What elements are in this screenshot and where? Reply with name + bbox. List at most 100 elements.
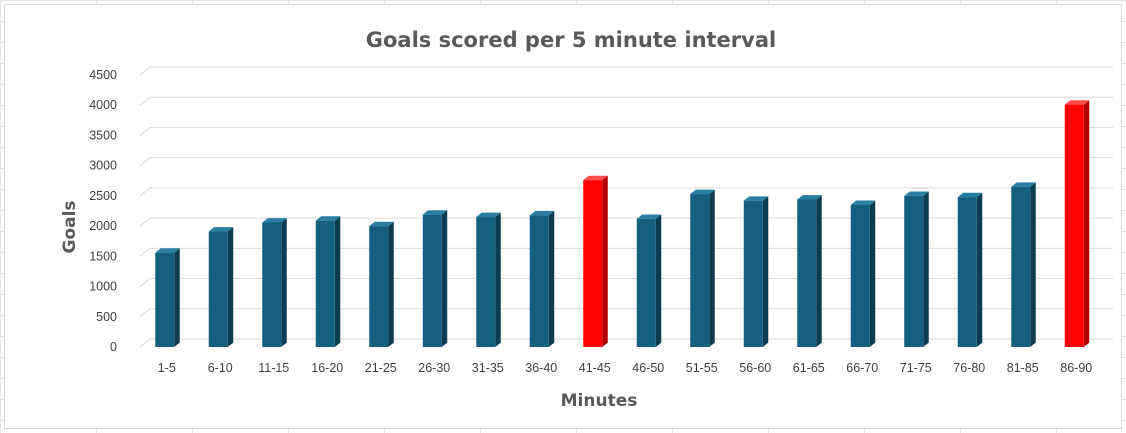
bar[interactable] (957, 192, 983, 347)
y-tick-label: 2500 (89, 189, 117, 203)
x-tick-label: 1-5 (158, 361, 176, 375)
bar-top (690, 189, 715, 195)
y-axis-title: Goals (60, 200, 80, 253)
x-tick-label: 31-35 (472, 361, 504, 375)
x-tick-label: 36-40 (525, 361, 557, 375)
bar-side (976, 192, 983, 347)
bar-front (422, 214, 442, 347)
x-tick-label: 6-10 (208, 361, 233, 375)
y-axis-tick-labels: 0 500 1000 1500 2000 2500 3000 3500 4000 4500 (89, 68, 117, 354)
y-tick-label: 0 (110, 340, 117, 354)
bar-front (904, 195, 924, 347)
bar-top (797, 195, 822, 200)
x-tick-label: 86-90 (1060, 361, 1092, 375)
gridlines (139, 66, 1113, 348)
y-tick-label: 500 (96, 310, 117, 324)
bar[interactable] (850, 200, 876, 347)
bar-side (334, 216, 341, 347)
bar-top (155, 248, 180, 253)
bar[interactable] (1011, 182, 1036, 347)
y-tick-label: 4500 (89, 68, 117, 82)
x-tick-label: 46-50 (632, 361, 664, 375)
bar[interactable] (155, 248, 180, 347)
x-tick-label: 61-65 (793, 361, 825, 375)
bar-top (850, 200, 876, 205)
bar-top (476, 212, 501, 218)
bar-side (548, 210, 555, 347)
bar[interactable] (1064, 100, 1090, 348)
x-tick-label: 51-55 (686, 361, 718, 375)
bar-side (923, 191, 929, 347)
bar-side (281, 218, 287, 347)
bar[interactable] (904, 191, 929, 347)
bar-front (1064, 104, 1084, 348)
gridline (139, 66, 1113, 76)
x-tick-label: 21-25 (365, 361, 397, 375)
bar[interactable] (262, 218, 287, 347)
bar[interactable] (422, 210, 448, 347)
x-tick-label: 11-15 (258, 361, 289, 375)
bar-top (636, 214, 662, 219)
bar[interactable] (476, 212, 501, 347)
bar-top (529, 210, 555, 216)
bar-top (904, 191, 929, 196)
bar-side (816, 195, 822, 347)
x-tick-label: 26-30 (418, 361, 450, 375)
x-tick-label: 66-70 (846, 361, 878, 375)
gridline (139, 247, 1113, 257)
bar[interactable] (208, 227, 234, 347)
bar-front (155, 252, 175, 347)
bar-side (495, 212, 501, 347)
bar-side (762, 196, 769, 347)
bar-top (1064, 100, 1090, 105)
bar[interactable] (797, 195, 822, 347)
bar-front (957, 197, 977, 347)
bar-front (529, 215, 549, 347)
gridline (139, 157, 1113, 167)
bar-top (422, 210, 448, 215)
bar-front (476, 217, 496, 347)
bar-top (583, 175, 608, 181)
chart-canvas: Goals scored per 5 minute interval 0 500 1… (60, 28, 1113, 411)
bar-side (869, 200, 876, 347)
bar-side (1030, 182, 1036, 347)
x-axis-title: Minutes (561, 391, 638, 411)
bar-top (315, 216, 341, 221)
bar-front (1011, 186, 1031, 347)
x-tick-label: 56-60 (739, 361, 771, 375)
bar[interactable] (743, 196, 769, 347)
bar-side (388, 221, 394, 347)
bar-front (636, 218, 656, 347)
bar-side (227, 227, 234, 347)
x-tick-label: 16-20 (311, 361, 343, 375)
x-axis-tick-labels: 1-5 6-10 11-15 16-20 21-25 26-30 31-35 36-40 41-… (158, 361, 1093, 375)
chart-title: Goals scored per 5 minute interval (366, 28, 776, 52)
y-tick-label: 1500 (89, 249, 117, 263)
bar[interactable] (690, 189, 715, 347)
bar-side (709, 189, 715, 347)
x-tick-label: 81-85 (1007, 361, 1039, 375)
bar-front (208, 231, 228, 347)
bar-top (208, 227, 234, 232)
gridline (139, 217, 1113, 227)
bar-front (369, 226, 389, 347)
bar[interactable] (636, 214, 662, 347)
bar-front (797, 199, 817, 347)
bar[interactable] (315, 216, 341, 347)
y-tick-label: 4000 (89, 98, 117, 112)
gridline (139, 338, 1113, 348)
bar-side (174, 248, 180, 347)
bar[interactable] (529, 210, 555, 347)
bar-side (602, 175, 608, 347)
chart-area[interactable]: Goals scored per 5 minute interval 0 500 1… (4, 4, 1122, 429)
x-tick-label: 71-75 (900, 361, 932, 375)
y-tick-label: 2000 (89, 219, 117, 233)
bar-top (957, 192, 983, 198)
x-tick-label: 76-80 (953, 361, 985, 375)
gridline (139, 126, 1113, 136)
bar[interactable] (583, 175, 608, 347)
bar[interactable] (369, 221, 394, 347)
bar-front (315, 220, 335, 347)
bar-front (743, 200, 763, 347)
bar-top (1011, 182, 1036, 187)
